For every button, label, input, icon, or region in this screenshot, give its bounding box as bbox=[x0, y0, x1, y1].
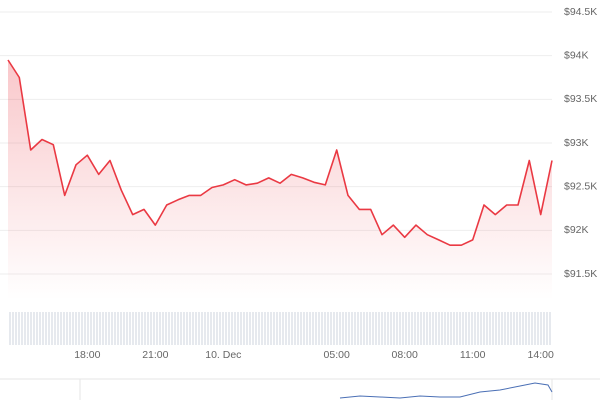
y-tick-label: $94K bbox=[564, 49, 589, 61]
y-tick-label: $93K bbox=[564, 137, 589, 149]
price-line bbox=[7, 59, 553, 246]
x-tick-label: 10. Dec bbox=[205, 349, 241, 361]
x-tick-label: 05:00 bbox=[324, 349, 350, 361]
x-tick-label: 21:00 bbox=[142, 349, 168, 361]
navigator-line bbox=[339, 382, 553, 399]
x-tick-label: 14:00 bbox=[528, 349, 554, 361]
x-tick-label: 18:00 bbox=[74, 349, 100, 361]
y-tick-label: $91.5K bbox=[564, 268, 597, 280]
y-tick-label: $94.5K bbox=[564, 6, 597, 18]
price-area bbox=[8, 60, 552, 300]
y-tick-label: $92.5K bbox=[564, 180, 597, 192]
x-tick-label: 08:00 bbox=[392, 349, 418, 361]
y-tick-label: $93.5K bbox=[564, 93, 597, 105]
x-tick-label: 11:00 bbox=[460, 349, 486, 361]
volume-bars bbox=[8, 312, 552, 345]
y-tick-label: $92K bbox=[564, 224, 589, 236]
